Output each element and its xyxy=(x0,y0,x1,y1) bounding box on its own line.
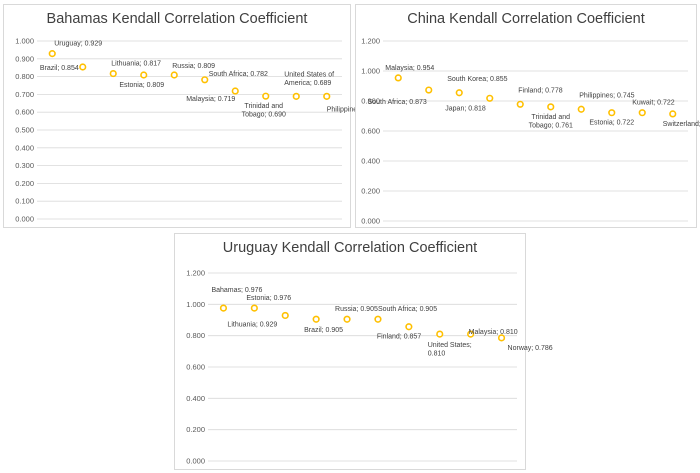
data-point xyxy=(250,304,258,312)
data-point xyxy=(323,92,331,100)
data-point xyxy=(219,304,228,312)
data-label: Malaysia; 0.810 xyxy=(469,329,518,336)
data-point xyxy=(455,89,463,97)
y-tick-label: 0.800 xyxy=(186,331,205,340)
chart-title: China Kendall Correlation Coefficient xyxy=(407,11,645,27)
y-tick-label: 0.200 xyxy=(15,179,34,188)
data-label: Brazil; 0.854 xyxy=(40,65,79,72)
y-tick-label: 0.900 xyxy=(15,54,34,63)
data-point xyxy=(292,92,300,100)
data-label: Norway; 0.786 xyxy=(508,345,553,352)
y-tick-label: 1.000 xyxy=(15,37,34,46)
data-label: South Africa; 0.905 xyxy=(378,306,437,313)
data-point xyxy=(231,87,239,95)
data-point xyxy=(109,69,117,78)
data-label: Bahamas; 0.976 xyxy=(211,287,262,294)
y-tick-label: 0.400 xyxy=(361,157,380,166)
data-label: United States of America; 0.689 xyxy=(284,71,334,87)
data-label: Russia; 0.809 xyxy=(172,63,215,70)
data-point xyxy=(312,315,320,323)
data-point xyxy=(516,100,524,108)
y-tick-label: 0.400 xyxy=(15,143,34,152)
data-label: Russia; 0.905 xyxy=(335,306,378,313)
y-tick-label: 0.200 xyxy=(186,425,205,434)
data-point xyxy=(79,63,87,71)
data-point xyxy=(638,109,646,117)
data-point xyxy=(547,103,555,111)
y-tick-label: 0.000 xyxy=(361,217,380,226)
y-tick-label: 0.100 xyxy=(15,197,34,206)
data-point xyxy=(669,110,677,118)
data-label: Brazil; 0.905 xyxy=(304,327,343,334)
data-label: Lithuania; 0.817 xyxy=(111,61,161,68)
uruguay-chart-panel: Uruguay Kendall Correlation Coefficient … xyxy=(174,233,553,470)
data-point xyxy=(405,323,413,331)
y-tick-label: 0.400 xyxy=(186,394,205,403)
data-label: Estonia; 0.976 xyxy=(246,295,291,302)
data-label: South Africa; 0.873 xyxy=(368,99,427,106)
data-point xyxy=(497,334,506,342)
china-chart-panel: China Kendall Correlation Coefficient 0.… xyxy=(355,4,700,228)
y-tick-label: 0.200 xyxy=(361,187,380,196)
data-label: United States; 0.810 xyxy=(428,342,472,358)
data-point xyxy=(170,71,178,79)
data-label: South Korea; 0.855 xyxy=(447,76,507,83)
y-tick-label: 1.200 xyxy=(186,269,205,278)
data-point xyxy=(374,315,382,323)
data-label: Uruguay; 0.929 xyxy=(54,41,102,48)
y-tick-label: 0.600 xyxy=(15,108,34,117)
data-point xyxy=(48,50,56,58)
data-label: Trinidad and Tobago; 0.690 xyxy=(242,103,286,119)
data-point xyxy=(343,315,351,323)
data-point xyxy=(486,94,494,102)
china-chart-plot: 0.000 0.200 0.400 0.600 0.800 1.000 1.200 Malay… xyxy=(361,37,700,226)
y-tick-label: 0.800 xyxy=(361,97,380,106)
y-tick-label: 0.600 xyxy=(186,363,205,372)
y-tick-label: 0.500 xyxy=(15,126,34,135)
data-point xyxy=(425,86,433,94)
chart-title: Bahamas Kendall Correlation Coefficient xyxy=(46,11,308,27)
data-label: Estonia; 0.809 xyxy=(119,82,164,89)
y-tick-label: 0.600 xyxy=(361,127,380,136)
data-label: Malaysia; 0.719 xyxy=(186,96,235,103)
chart-title: Uruguay Kendall Correlation Coefficient xyxy=(222,240,478,256)
data-point xyxy=(467,330,475,338)
y-tick-label: 1.000 xyxy=(186,300,205,309)
data-label: Trinidad and Tobago; 0.761 xyxy=(529,114,573,130)
bahamas-chart-plot: 0.000 0.100 0.200 0.300 0.400 0.500 0.600 0.700… xyxy=(15,37,382,224)
data-label: Estonia; 0.722 xyxy=(589,120,634,127)
data-point xyxy=(201,76,209,84)
y-tick-label: 0.000 xyxy=(15,215,34,224)
data-label: Philippines; 0.745 xyxy=(579,92,634,99)
data-label: Kuwait; 0.722 xyxy=(632,100,675,107)
uruguay-chart-plot: 0.000 0.200 0.400 0.600 0.800 1.000 1.200 Baham… xyxy=(186,269,553,466)
data-point xyxy=(140,71,148,79)
data-point xyxy=(436,330,444,338)
y-tick-label: 0.700 xyxy=(15,90,34,99)
data-point xyxy=(394,74,402,82)
y-tick-label: 0.300 xyxy=(15,161,34,170)
data-label: Switzerland; 0.714 xyxy=(663,121,700,128)
data-point xyxy=(281,311,289,320)
bahamas-chart-panel: Bahamas Kendall Correlation Coefficient … xyxy=(3,4,382,228)
y-tick-label: 0.800 xyxy=(15,72,34,81)
y-tick-label: 0.000 xyxy=(186,457,205,466)
data-label: Finland; 0.778 xyxy=(518,87,562,94)
data-label: Philippines; 0.689 xyxy=(327,106,382,113)
y-tick-label: 1.000 xyxy=(361,67,380,76)
data-point xyxy=(262,92,270,100)
data-point xyxy=(577,105,585,113)
data-label: Japan; 0.818 xyxy=(445,105,486,112)
data-point xyxy=(608,109,616,117)
data-label: Malaysia; 0.954 xyxy=(385,65,434,72)
y-tick-label: 1.200 xyxy=(361,37,380,46)
data-label: South Africa; 0.782 xyxy=(209,71,268,78)
data-label: Finland; 0.857 xyxy=(377,334,421,341)
data-label: Lithuania; 0.929 xyxy=(227,321,277,328)
